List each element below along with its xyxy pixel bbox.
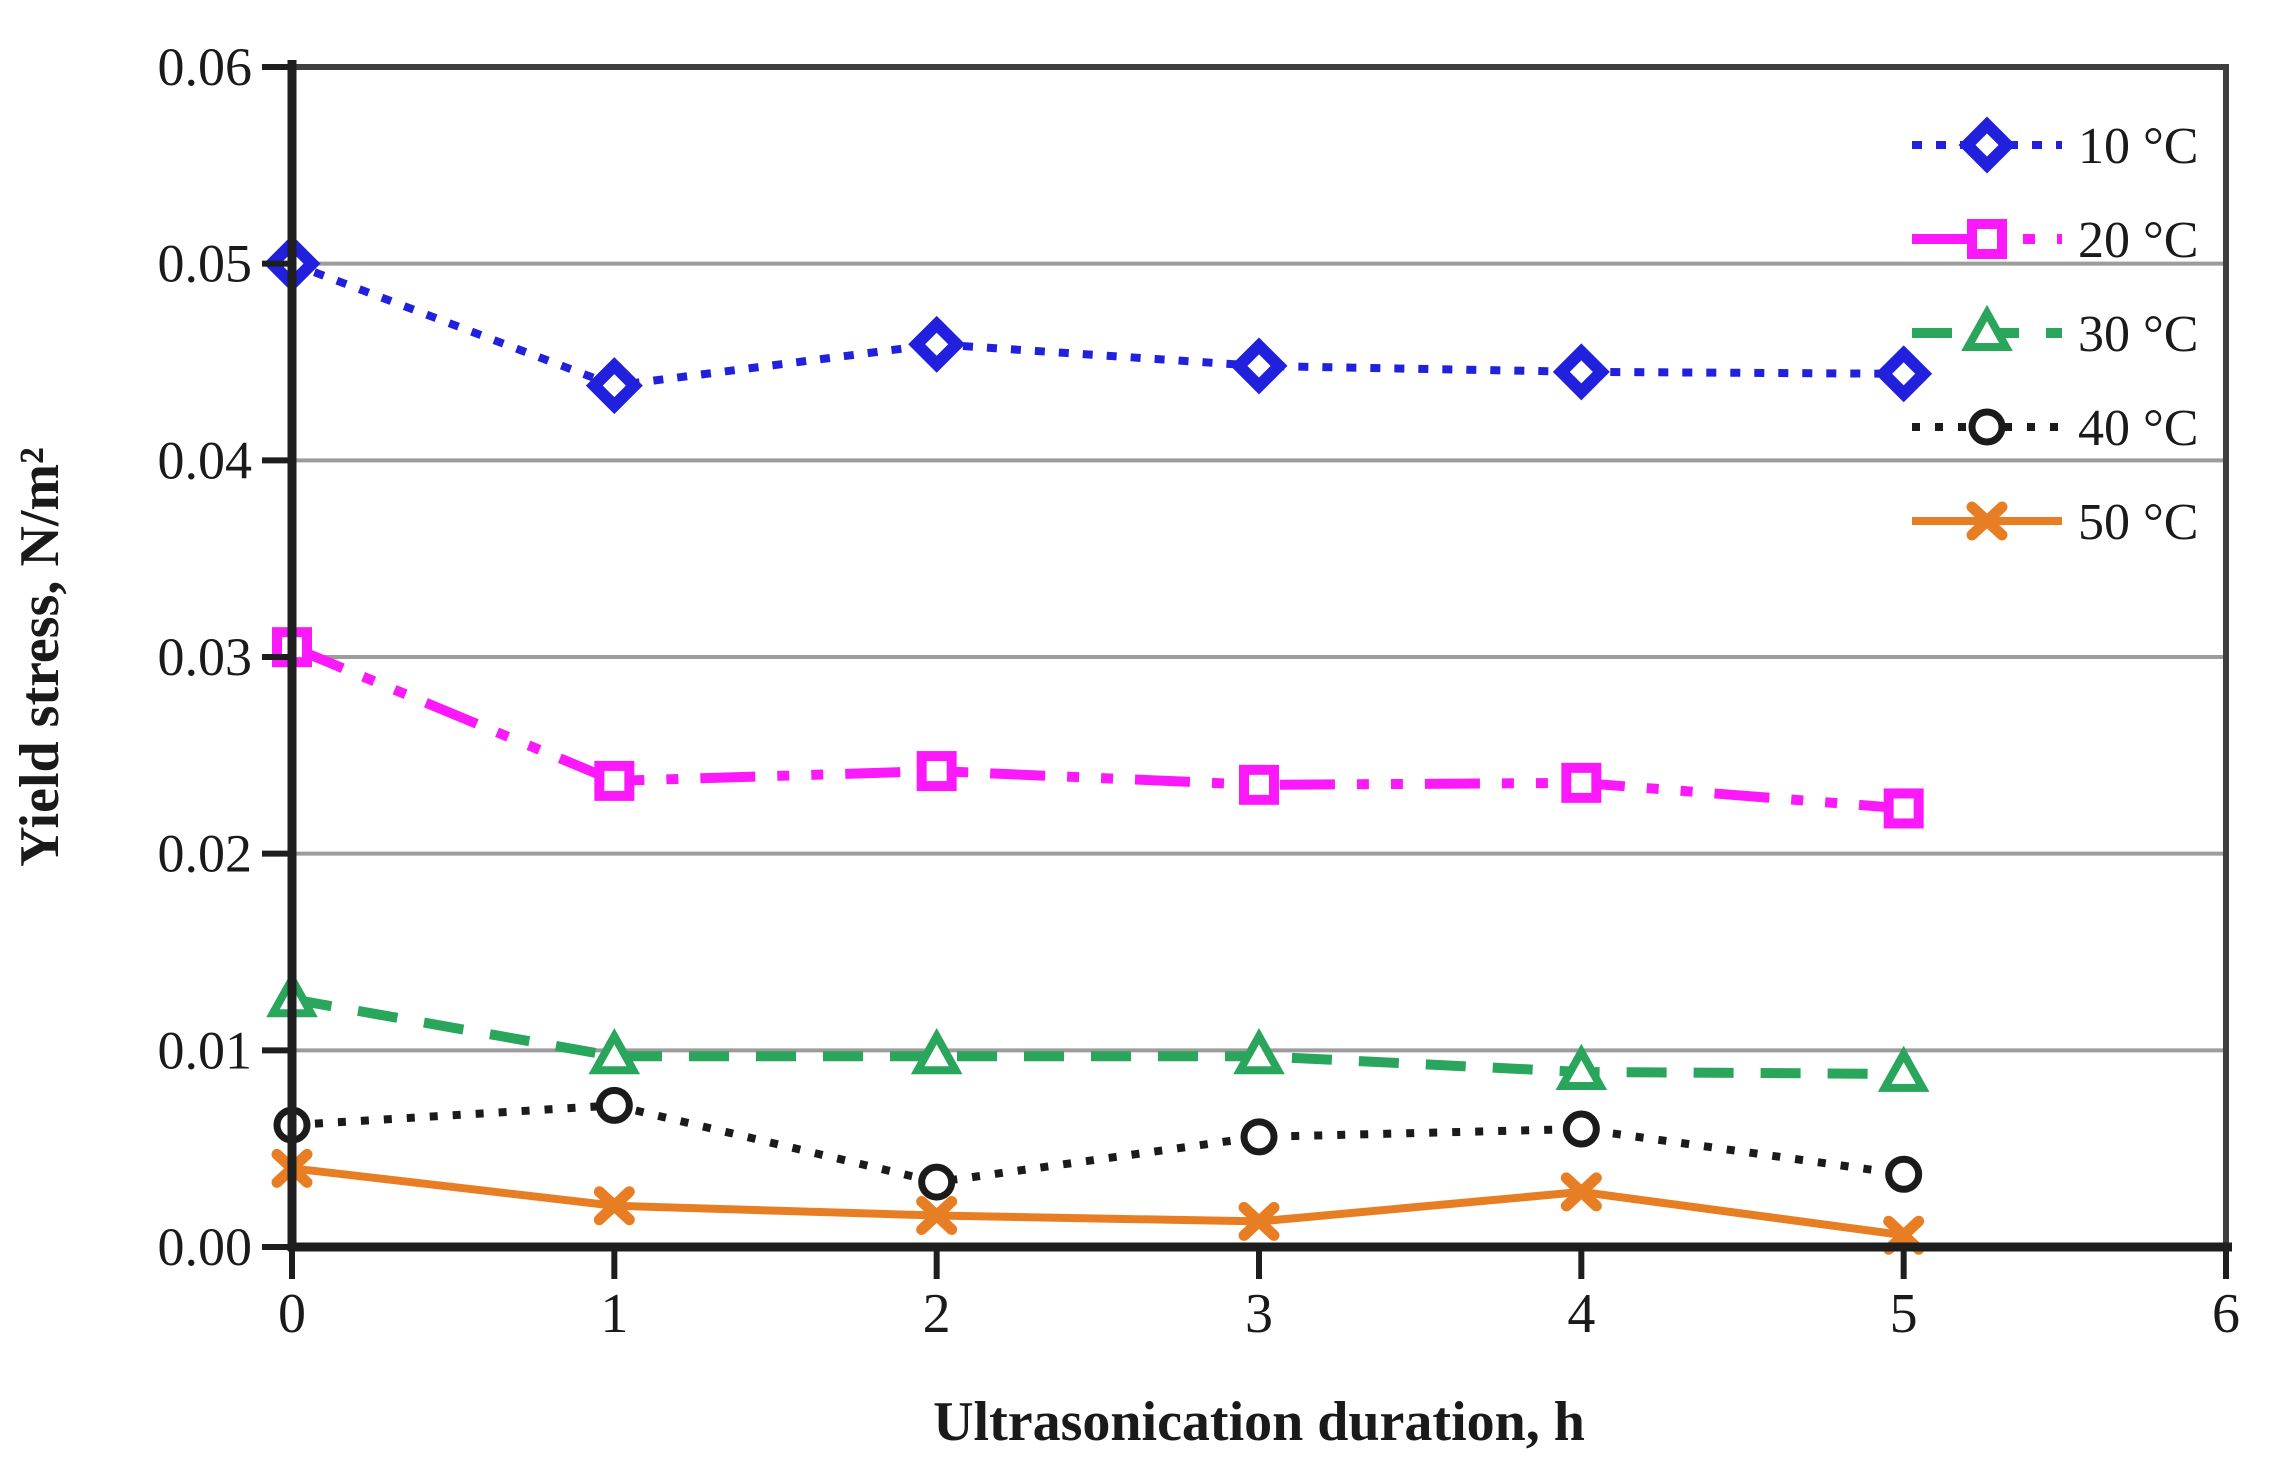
series-2 [272, 627, 1924, 829]
series-4 [273, 1086, 1923, 1201]
x-tick-label: 0 [278, 1283, 306, 1345]
legend-item: 40 °C [1912, 400, 2198, 457]
y-tick-label: 0.05 [158, 234, 253, 294]
square-marker [916, 751, 957, 792]
circle-marker [1562, 1110, 1600, 1148]
triangle-marker [1233, 1028, 1285, 1075]
square-marker [1883, 788, 1924, 829]
circle-marker [595, 1086, 633, 1124]
square-marker [1561, 762, 1602, 803]
series-line [291, 1101, 1905, 1187]
series-5 [271, 1148, 1925, 1255]
x-axis-title: Ultrasonication duration, h [933, 1391, 1585, 1453]
square-marker [1239, 764, 1279, 805]
y-tick-label: 0.01 [158, 1020, 253, 1080]
legend-item: 30 °C [1912, 304, 2198, 363]
diamond-marker [1875, 345, 1933, 403]
legend-item: 10 °C [1912, 116, 2198, 175]
legend-label: 10 °C [2078, 118, 2198, 175]
legend-item: 50 °C [1912, 494, 2198, 551]
series-layer [263, 235, 1933, 1255]
x-marker [1966, 501, 2008, 541]
x-tick-label: 6 [2212, 1283, 2240, 1345]
diamond-marker [908, 315, 966, 373]
diamond-marker [1958, 116, 2016, 174]
diamond-marker [585, 357, 643, 415]
triangle-marker [1555, 1043, 1608, 1090]
legend-label: 30 °C [2078, 306, 2198, 363]
diamond-marker [1552, 343, 1610, 401]
x-tick-label: 3 [1245, 1283, 1273, 1345]
legend-label: 50 °C [2078, 494, 2198, 551]
y-tick-label: 0.00 [158, 1217, 253, 1277]
series-line [290, 259, 1904, 390]
series-1 [263, 235, 1933, 415]
triangle-marker [1877, 1045, 1930, 1092]
circle-marker [1885, 1155, 1923, 1193]
x-tick-label: 5 [1890, 1283, 1918, 1345]
x-tick-label: 2 [923, 1283, 951, 1345]
diamond-marker [1230, 337, 1288, 395]
y-tick-label: 0.02 [158, 824, 253, 884]
y-tick-label: 0.06 [158, 37, 253, 97]
circle-marker [1968, 408, 2006, 446]
triangle-marker [588, 1028, 641, 1075]
series-line [291, 994, 1904, 1079]
tick-labels-layer: 0.00 0.01 0.02 0.03 0.04 0.05 0.06 0 1 2 3 4 5 6 [158, 37, 2241, 1345]
x-marker [593, 1186, 635, 1226]
square-marker [594, 760, 635, 801]
y-axis-title: Yield stress, N/m² [9, 447, 71, 867]
triangle-marker [910, 1028, 963, 1075]
circle-marker [1240, 1118, 1278, 1156]
triangle-marker [1961, 304, 2013, 351]
series-line [290, 642, 1905, 814]
legend-label: 20 °C [2078, 212, 2198, 269]
circle-marker [918, 1163, 956, 1201]
series-3 [266, 971, 1930, 1092]
x-marker [916, 1196, 958, 1236]
x-marker [1560, 1172, 1602, 1212]
legend-label: 40 °C [2078, 400, 2198, 457]
series-line [291, 1164, 1905, 1240]
y-tick-label: 0.03 [158, 627, 253, 687]
x-tick-label: 4 [1567, 1283, 1595, 1345]
ticks-layer [262, 64, 2229, 1279]
y-tick-label: 0.04 [158, 430, 253, 490]
legend-item: 20 °C [1912, 212, 2198, 269]
x-tick-label: 1 [600, 1283, 628, 1345]
x-marker [1238, 1201, 1280, 1241]
legend: 10 °C 20 °C 30 °C 40 °C 50 °C [1912, 116, 2198, 551]
square-marker [1967, 219, 2007, 259]
